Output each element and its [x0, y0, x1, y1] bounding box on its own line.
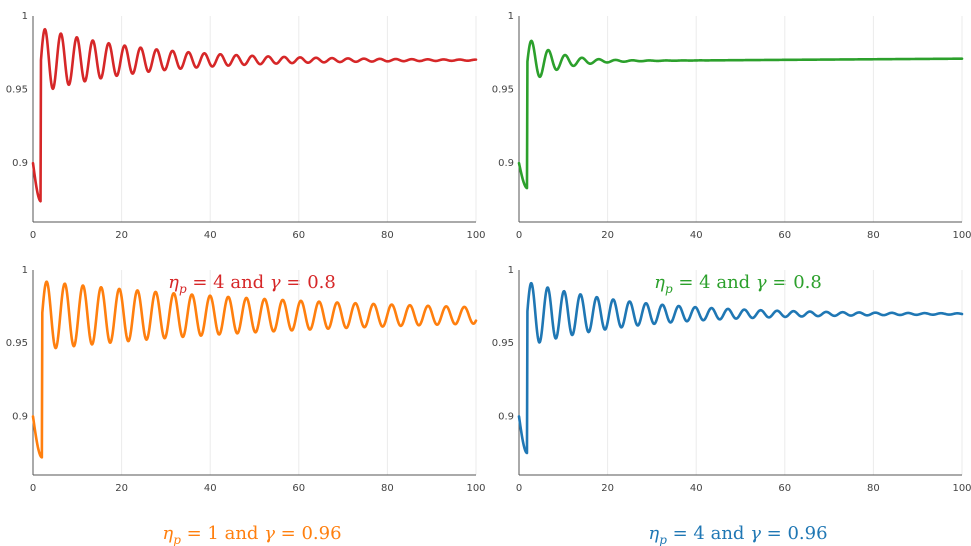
panel-caption: ηp = 4 and γ = 0.8 — [168, 272, 336, 296]
x-tick-label: 40 — [204, 230, 217, 241]
y-tick-label: 1 — [22, 11, 28, 22]
x-tick-label: 60 — [778, 230, 791, 241]
x-tick-label: 80 — [867, 230, 880, 241]
chart-panel: 0 20 40 60 80 100 0.9 0.95 1 ηp = 4 and γ = 0.96 — [492, 265, 971, 546]
panel-caption: ηp = 4 and γ = 0.8 — [654, 272, 822, 296]
x-tick-label: 100 — [952, 230, 971, 241]
x-tick-label: 80 — [867, 483, 880, 494]
x-tick-label: 0 — [516, 230, 522, 241]
x-tick-label: 20 — [601, 483, 614, 494]
series-line — [517, 39, 964, 190]
y-tick-label: 0.9 — [498, 411, 514, 422]
x-tick-label: 20 — [115, 230, 128, 241]
y-tick-label: 1 — [22, 265, 28, 276]
x-tick-label: 40 — [204, 483, 217, 494]
x-tick-label: 40 — [690, 230, 703, 241]
x-tick-label: 60 — [292, 230, 305, 241]
panel-caption: ηp = 1 and γ = 0.96 — [162, 523, 341, 546]
x-tick-label: 80 — [381, 483, 394, 494]
y-tick-label: 0.9 — [12, 158, 28, 169]
y-tick-label: 0.95 — [6, 85, 28, 96]
x-tick-label: 100 — [952, 483, 971, 494]
panel-caption: ηp = 4 and γ = 0.96 — [648, 523, 827, 546]
chart-panel: 0 20 40 60 80 100 0.9 0.95 1 ηp = 1 and γ = 0.96 — [6, 265, 486, 546]
x-tick-label: 80 — [381, 230, 394, 241]
y-tick-label: 0.95 — [492, 85, 514, 96]
x-tick-label: 100 — [466, 230, 485, 241]
y-tick-label: 0.9 — [498, 158, 514, 169]
series-line — [31, 280, 478, 459]
series-line — [31, 27, 478, 203]
x-tick-label: 60 — [292, 483, 305, 494]
y-tick-label: 0.95 — [492, 338, 514, 349]
x-tick-label: 0 — [30, 483, 36, 494]
y-tick-label: 1 — [508, 265, 514, 276]
series-line — [517, 281, 964, 455]
y-tick-label: 1 — [508, 11, 514, 22]
y-tick-label: 0.95 — [6, 338, 28, 349]
x-tick-label: 20 — [115, 483, 128, 494]
x-tick-label: 0 — [516, 483, 522, 494]
y-tick-label: 0.9 — [12, 411, 28, 422]
x-tick-label: 40 — [690, 483, 703, 494]
chart-panel: 0 20 40 60 80 100 0.9 0.95 1 ηp = 4 and γ = 0.8 — [6, 11, 486, 296]
x-tick-label: 20 — [601, 230, 614, 241]
x-tick-label: 60 — [778, 483, 791, 494]
chart-panel: 0 20 40 60 80 100 0.9 0.95 1 ηp = 4 and γ = 0.8 — [492, 11, 971, 296]
x-tick-label: 0 — [30, 230, 36, 241]
x-tick-label: 100 — [466, 483, 485, 494]
